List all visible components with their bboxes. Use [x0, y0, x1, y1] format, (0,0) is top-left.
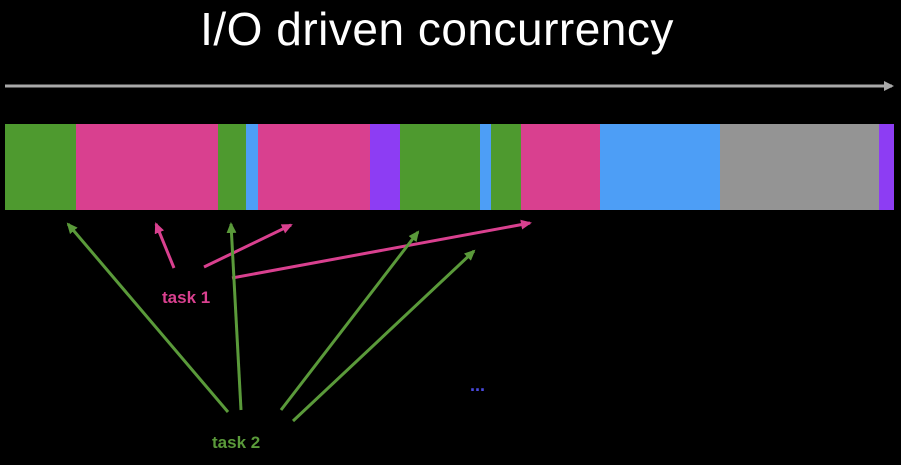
- timeline-segment-purple: [879, 124, 894, 210]
- task2-arrow: [279, 230, 420, 411]
- task2-label: task 2: [212, 433, 260, 452]
- timeline-segment-pink: [521, 124, 600, 210]
- task1-arrows: [154, 219, 532, 280]
- timeline-segment-green: [5, 124, 76, 210]
- task2-arrow: [291, 249, 476, 423]
- task1-arrow: [231, 219, 532, 280]
- timeline-segment-pink: [76, 124, 218, 210]
- task2-arrows: [66, 222, 476, 423]
- task1-arrow: [203, 223, 293, 269]
- more-tasks-ellipsis: ...: [470, 375, 485, 395]
- timeline-segment-green: [218, 124, 246, 210]
- slide-title: I/O driven concurrency: [200, 3, 674, 55]
- timeline-segment-pink: [258, 124, 370, 210]
- timeline-segment-green: [491, 124, 521, 210]
- task1-label: task 1: [162, 288, 210, 307]
- timeline-segment-gray: [720, 124, 879, 210]
- timeline-segment-blue: [246, 124, 258, 210]
- timeline-segment-blue: [600, 124, 720, 210]
- task1-arrow: [154, 222, 176, 269]
- timeline-segment-green: [400, 124, 480, 210]
- timeline-segment-purple: [370, 124, 400, 210]
- task2-arrow: [226, 222, 243, 411]
- execution-timeline-bar: [5, 124, 894, 210]
- task2-arrow: [66, 222, 230, 413]
- timeline-segment-blue: [480, 124, 491, 210]
